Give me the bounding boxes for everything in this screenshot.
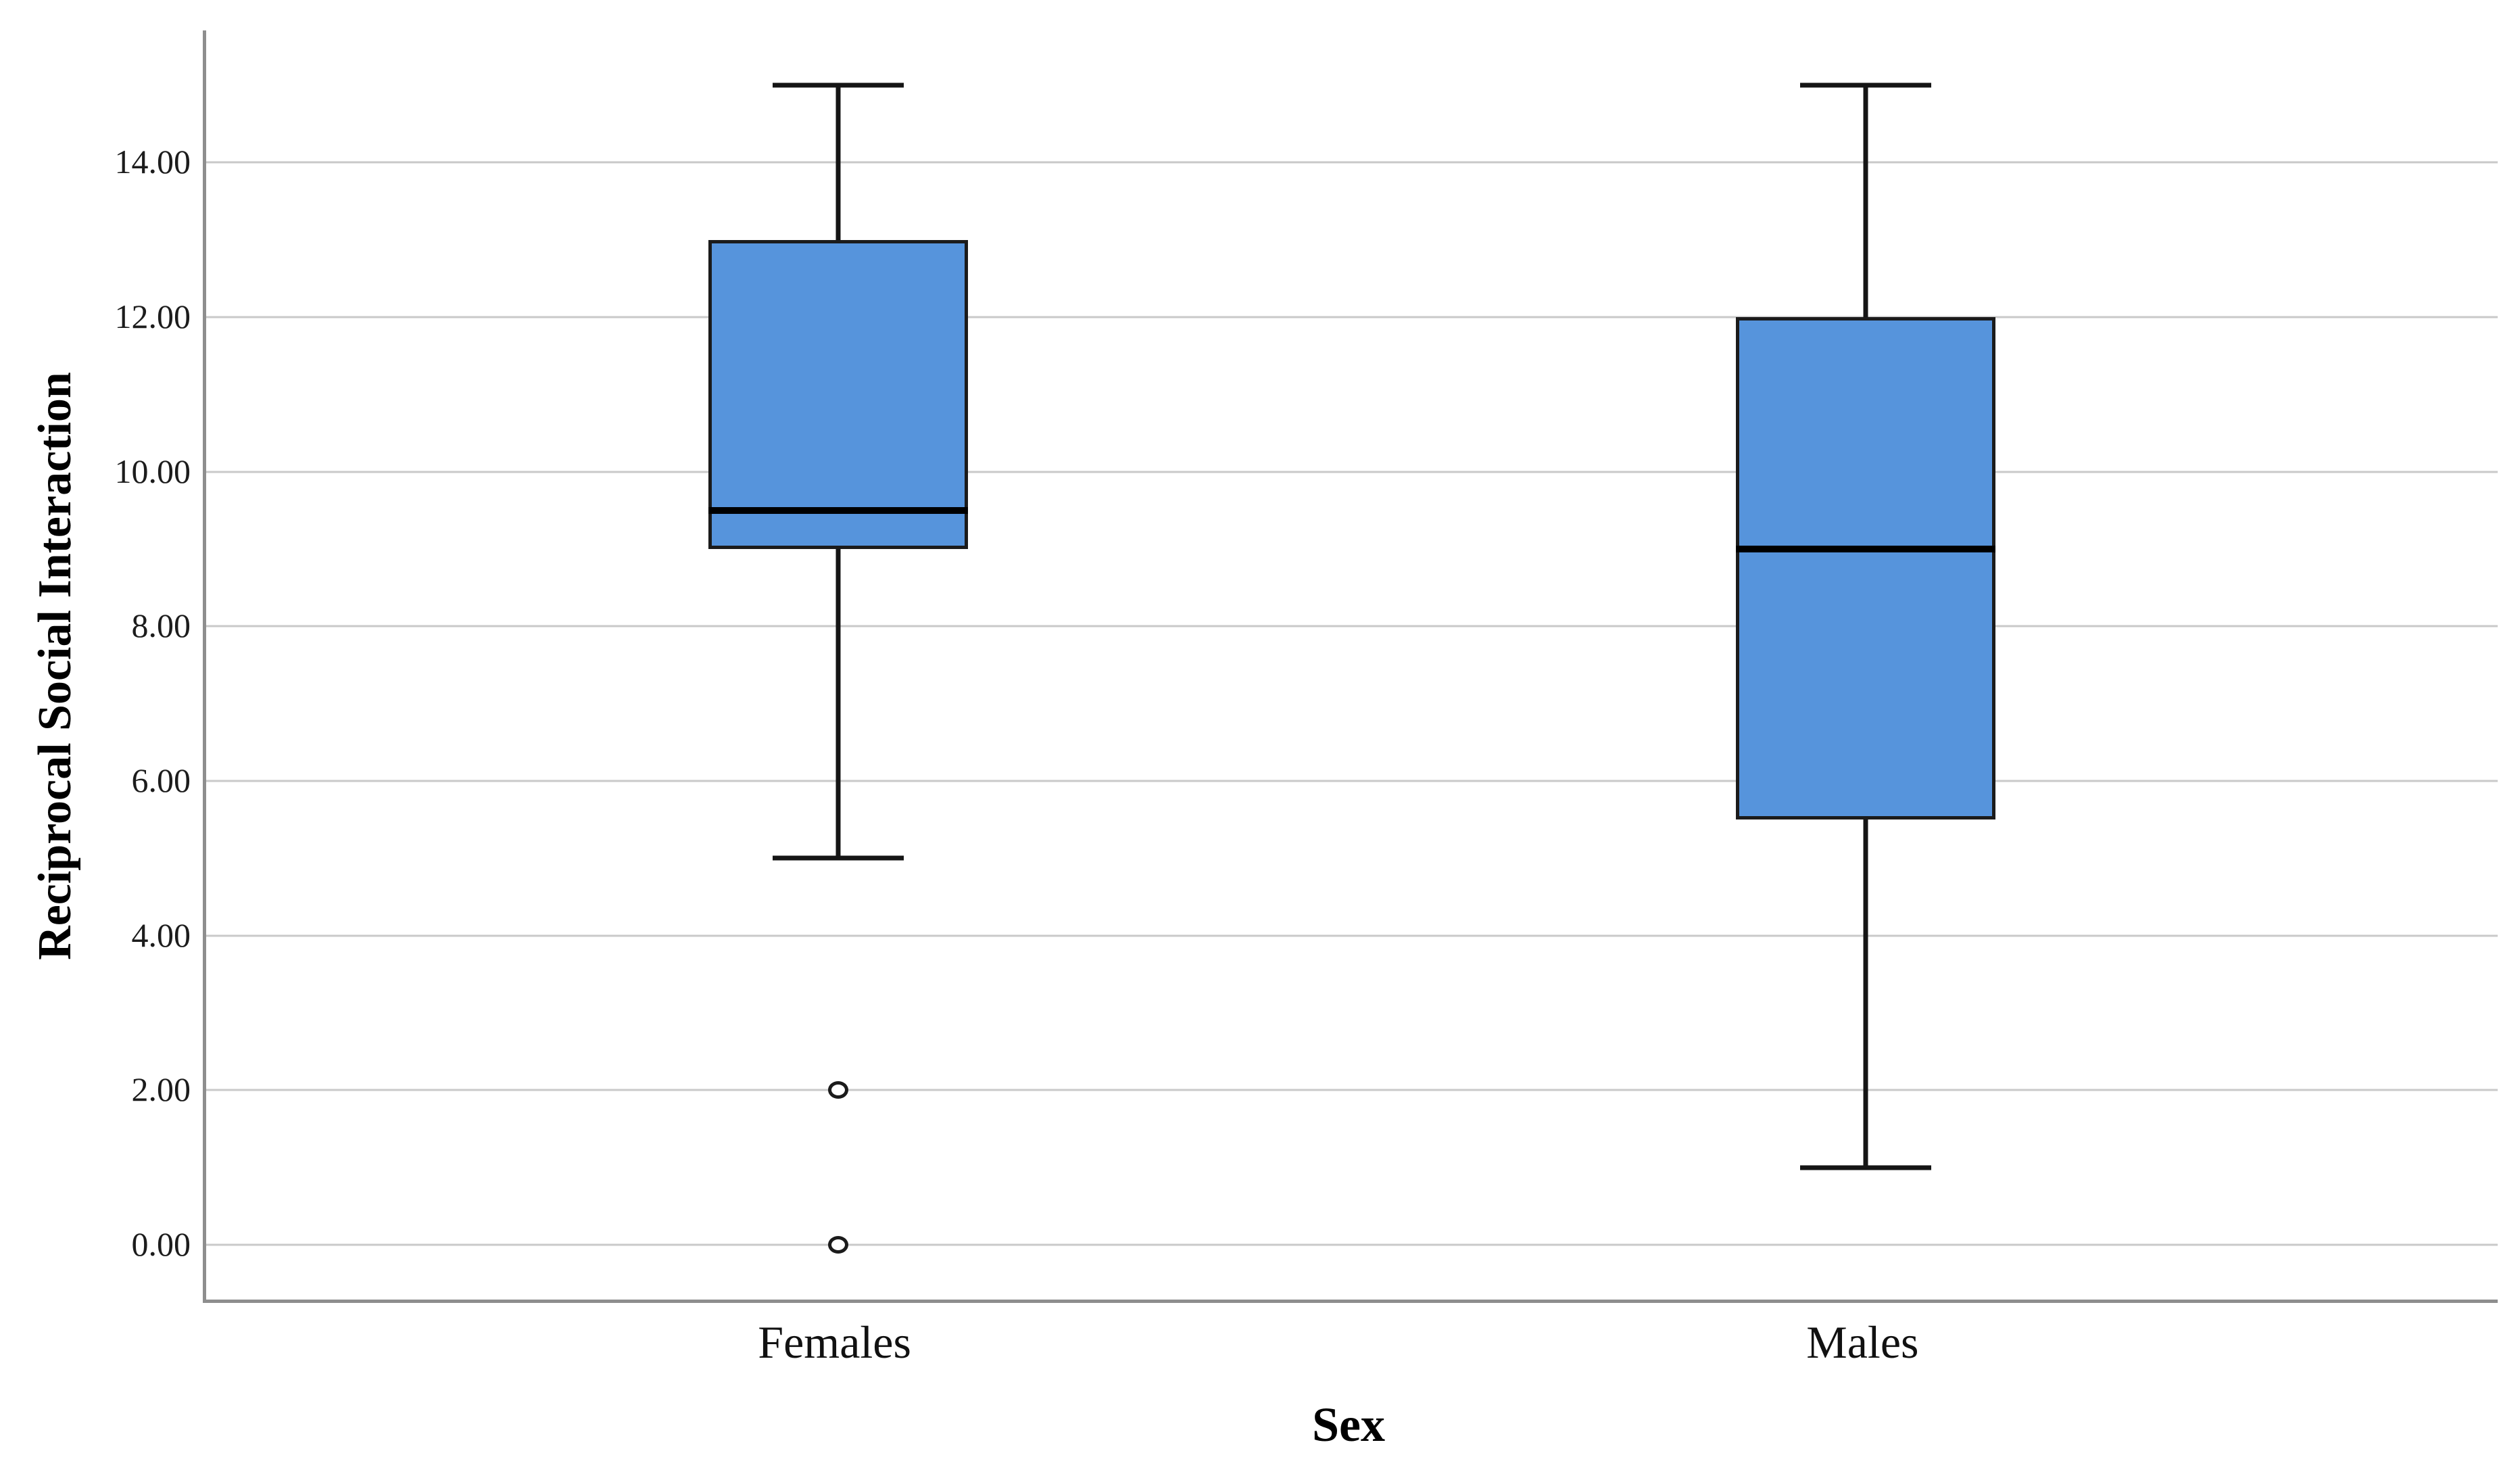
y-tick-label: 2.00 (131, 1070, 191, 1109)
upper-whisker-cap (1800, 82, 1932, 88)
y-tick-label: 6.00 (131, 761, 191, 799)
outlier-point (827, 1235, 848, 1254)
y-tick-label: 12.00 (114, 297, 191, 335)
boxplot-box-females (708, 239, 968, 550)
lower-whisker-cap (1800, 1165, 1932, 1170)
x-category-label-females: Females (758, 1316, 911, 1368)
gridline-y-12.00 (206, 316, 2498, 318)
x-axis-title: Sex (1312, 1398, 1385, 1452)
plot-area (203, 30, 2498, 1303)
upper-whisker (1863, 85, 1868, 318)
gridline-y-0.00 (206, 1243, 2498, 1246)
gridline-y-8.00 (206, 625, 2498, 627)
median-line (708, 506, 968, 514)
median-line (1736, 546, 1996, 553)
y-tick-label: 4.00 (131, 916, 191, 954)
x-category-label-males: Males (1806, 1316, 1919, 1368)
lower-whisker (1863, 819, 1868, 1168)
lower-whisker (835, 549, 841, 859)
y-tick-label: 8.00 (131, 607, 191, 645)
gridline-y-2.00 (206, 1089, 2498, 1091)
boxplot-box-males (1736, 317, 1996, 820)
y-tick-label: 14.00 (114, 143, 191, 181)
gridline-y-10.00 (206, 471, 2498, 473)
gridline-y-6.00 (206, 780, 2498, 782)
y-tick-label: 10.00 (114, 452, 191, 490)
lower-whisker-cap (772, 855, 904, 861)
outlier-point (827, 1081, 848, 1099)
gridline-y-14.00 (206, 161, 2498, 164)
y-tick-label: 0.00 (131, 1225, 191, 1263)
upper-whisker (835, 85, 841, 240)
y-axis-title: Reciprocal Social Interaction (29, 372, 81, 960)
upper-whisker-cap (772, 82, 904, 88)
gridline-y-4.00 (206, 934, 2498, 937)
